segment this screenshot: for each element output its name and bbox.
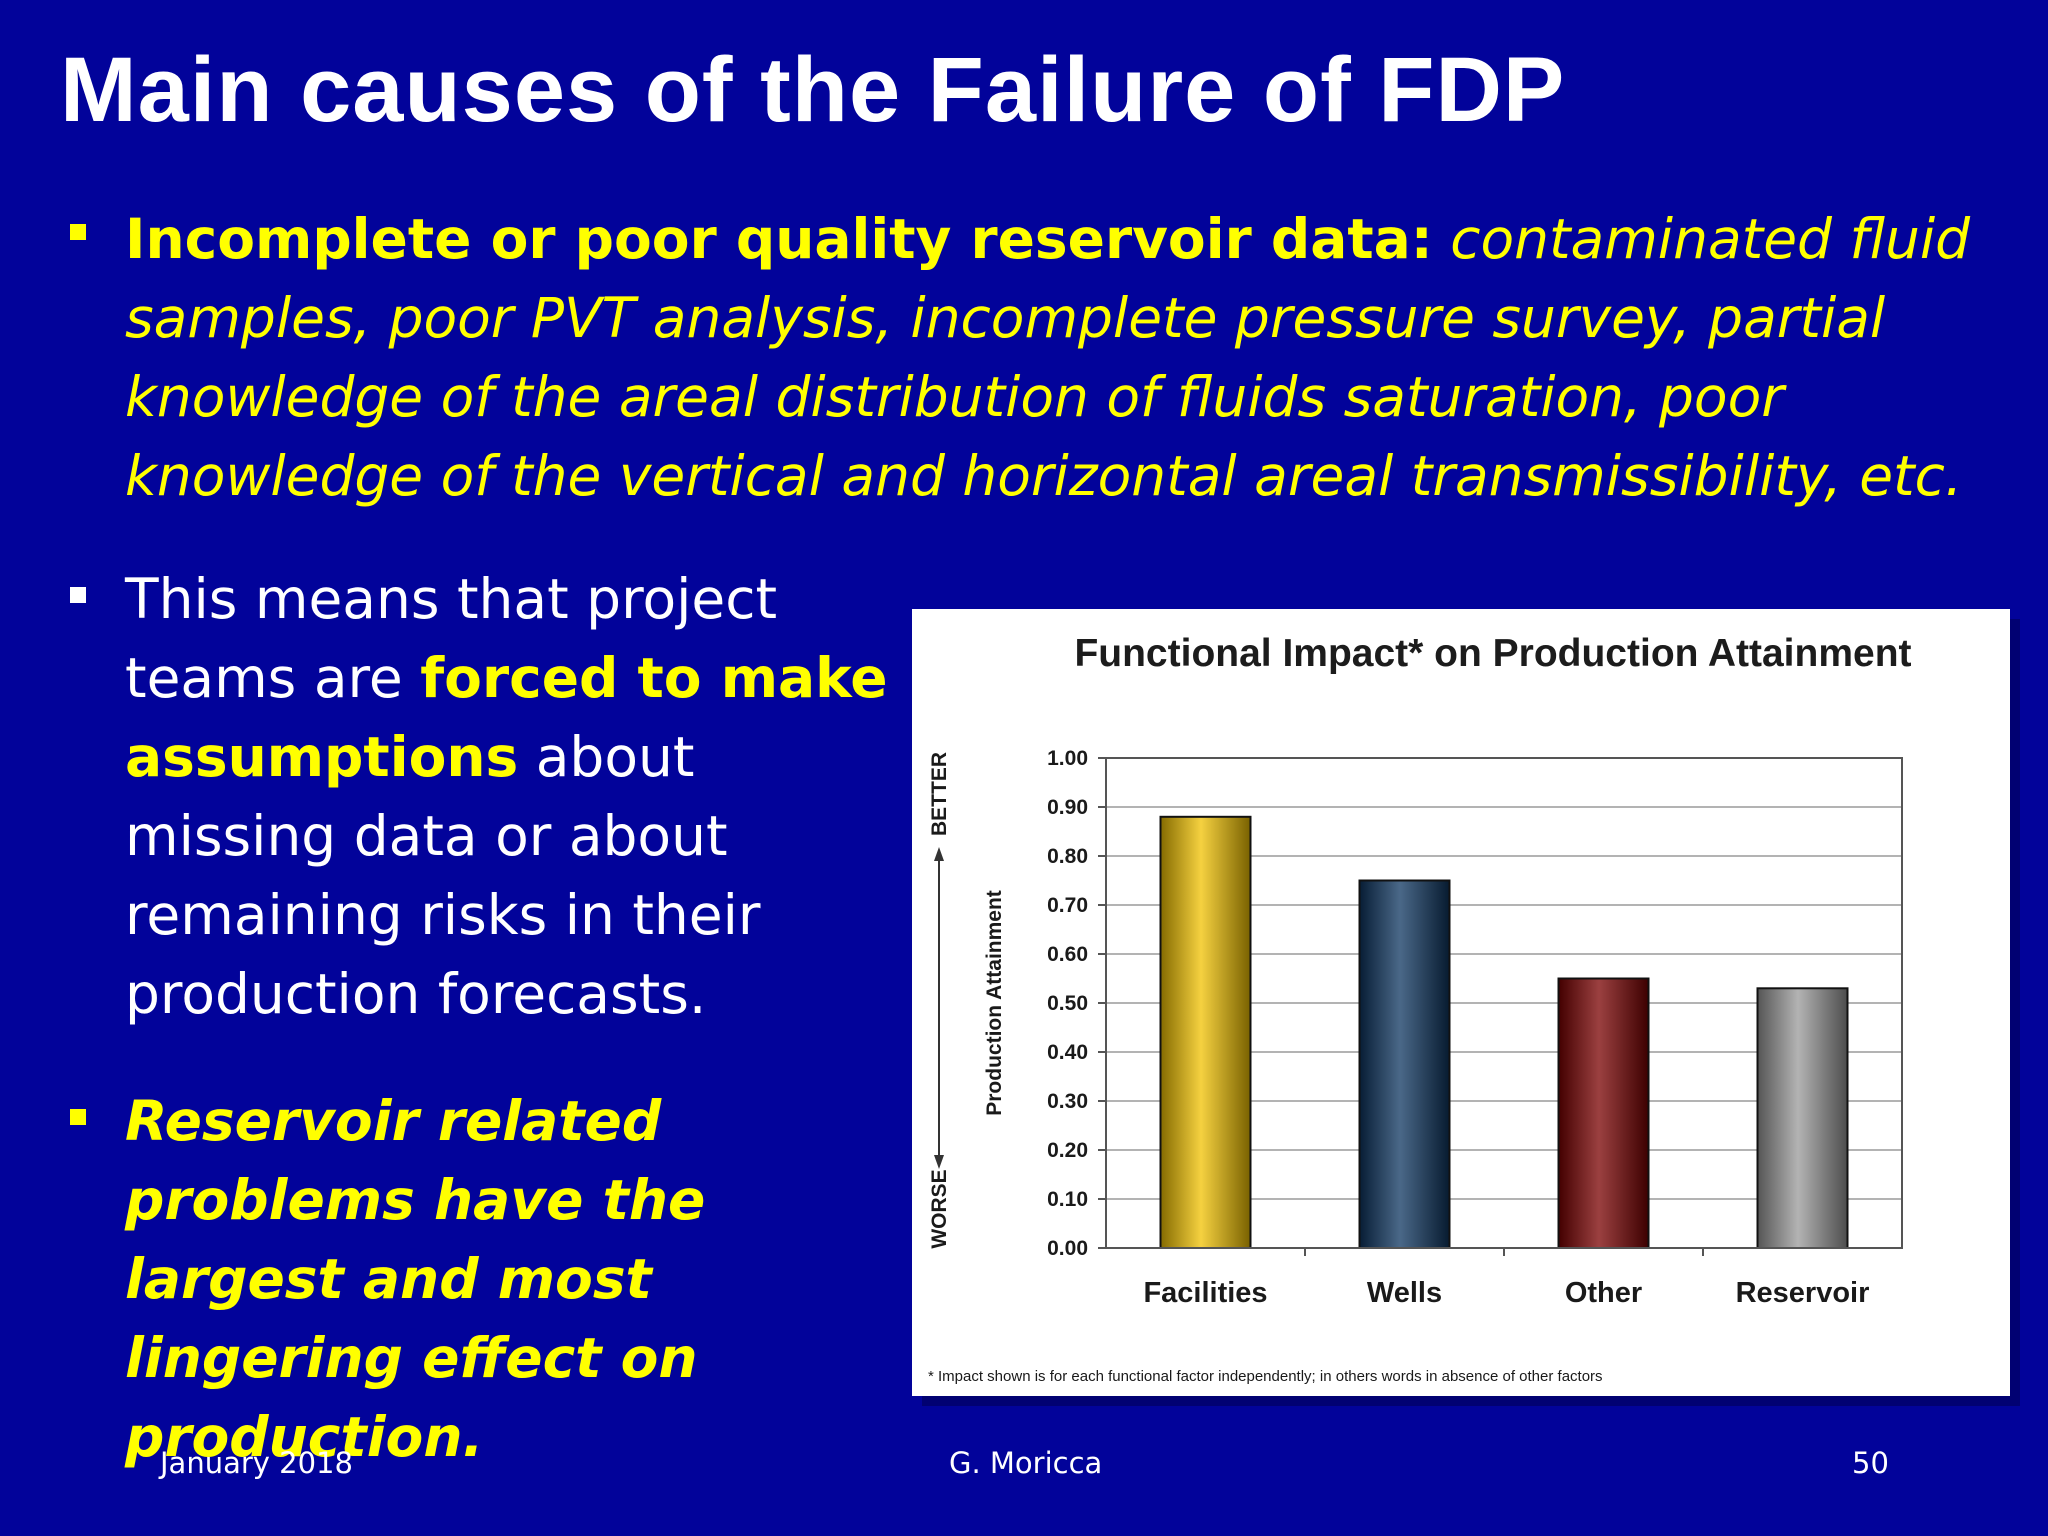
- bar-facilities: [1159, 815, 1252, 1250]
- y-tick-label: 0.80: [1047, 845, 1088, 868]
- y-tick-label: 0.50: [1047, 992, 1088, 1015]
- better-label: BETTER: [928, 752, 951, 836]
- bullet-reservoir-problems: Reservoir related problems have the larg…: [125, 1089, 706, 1469]
- y-tick-label: 0.90: [1047, 796, 1088, 819]
- x-category-label: Reservoir: [1736, 1277, 1870, 1309]
- x-category-label: Wells: [1367, 1277, 1442, 1309]
- y-tick-label: 0.70: [1047, 894, 1088, 917]
- bullet-text-before: This means that project teams are: [125, 567, 778, 710]
- bullet-square-icon: [70, 224, 86, 240]
- arrow-down-icon: [934, 1155, 944, 1169]
- footer-date: January 2018: [160, 1446, 353, 1480]
- y-tick-label: 0.10: [1047, 1188, 1088, 1211]
- plot-frame: [1105, 757, 1903, 1249]
- bullet-assumptions: This means that project teams are forced…: [125, 560, 905, 1034]
- slide-title: Main causes of the Failure of FDP: [60, 39, 1566, 141]
- bullet-lead: Incomplete or poor quality reservoir dat…: [125, 207, 1433, 271]
- y-tick-label: 0.60: [1047, 943, 1088, 966]
- bullet-detail: contaminated fluid samples, poor PVT ana…: [125, 207, 1971, 508]
- footer-author: G. Moricca: [949, 1446, 1103, 1480]
- y-tick-label: 0.20: [1047, 1139, 1088, 1162]
- chart-panel: Functional Impact* on Production Attainm…: [912, 609, 2010, 1396]
- y-tick-label: 1.00: [1047, 747, 1088, 770]
- x-category-label: Other: [1565, 1277, 1642, 1309]
- bullet-text-after: about missing data or about remaining ri…: [125, 725, 761, 1026]
- x-category-label: Facilities: [1143, 1277, 1267, 1309]
- bar-chart: Functional Impact* on Production Attainm…: [928, 632, 1912, 1385]
- arrow-up-icon: [934, 847, 944, 861]
- y-axis-label: Production Attainment: [983, 890, 1006, 1116]
- bar-reservoir: [1756, 987, 1849, 1249]
- footer-page-number: 50: [1852, 1446, 1889, 1480]
- y-tick-label: 0.40: [1047, 1041, 1088, 1064]
- y-tick-label: 0.00: [1047, 1237, 1088, 1260]
- bar-other: [1557, 977, 1650, 1249]
- bullet-highlight: forced to make assumptions: [125, 646, 888, 789]
- worse-label: WORSE: [928, 1169, 951, 1248]
- bullet-square-icon: [70, 1109, 86, 1125]
- y-tick-label: 0.30: [1047, 1090, 1088, 1113]
- bullet-square-icon: [70, 587, 86, 603]
- chart-footnote: * Impact shown is for each functional fa…: [928, 1368, 1603, 1385]
- bullet-reservoir-data: Incomplete or poor quality reservoir dat…: [125, 200, 2025, 516]
- bar-wells: [1358, 879, 1451, 1249]
- chart-title: Functional Impact* on Production Attainm…: [1074, 632, 1911, 675]
